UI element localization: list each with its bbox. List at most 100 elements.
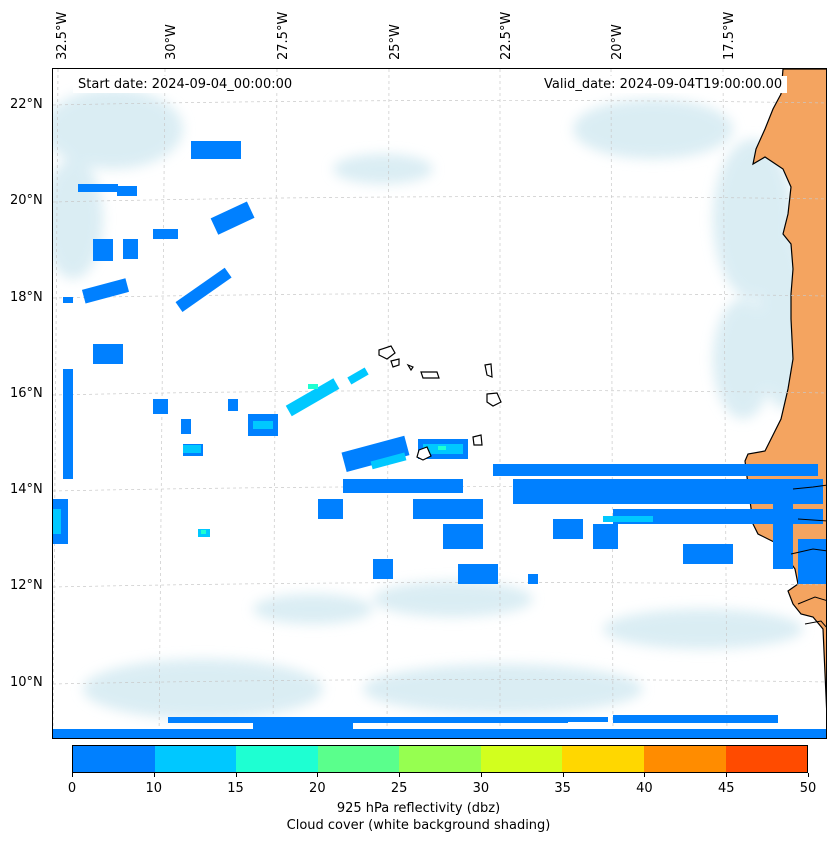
colorbar — [72, 745, 808, 773]
island — [390, 358, 400, 368]
reflectivity-cell — [285, 378, 340, 417]
colorbar-segment — [725, 746, 808, 772]
colorbar-segment — [562, 746, 644, 772]
colorbar-tick-label: 40 — [636, 781, 653, 796]
cloud-patch — [603, 609, 803, 649]
cloud-patch — [333, 154, 433, 184]
colorbar-label: 925 hPa reflectivity (dbz) — [336, 801, 501, 816]
colorbar-tick-label: 25 — [390, 781, 408, 796]
cloud-patch — [253, 594, 373, 624]
reflectivity-cell — [373, 559, 393, 579]
reflectivity-cell — [93, 239, 113, 261]
gridline-lon — [386, 69, 390, 738]
colorbar-tick-label: 50 — [799, 781, 817, 796]
island — [420, 371, 440, 379]
colorbar-segment — [73, 746, 155, 772]
lon-label-32-5w: 32.5°W — [55, 11, 70, 60]
map-canvas — [53, 69, 826, 738]
coastline-detail — [790, 484, 826, 628]
coastline — [804, 620, 826, 628]
start-date-label: Start date: 2024-09-04_00:00:00 — [73, 76, 298, 93]
cape-verde-islands — [378, 345, 502, 461]
reflectivity-cell — [117, 186, 137, 196]
colorbar-tick-mark — [317, 773, 319, 777]
africa-land — [744, 69, 826, 709]
reflectivity-0-10 — [53, 141, 826, 738]
colorbar-tick-mark — [562, 773, 564, 777]
reflectivity-cell — [438, 446, 446, 450]
coastline — [797, 596, 826, 605]
lat-label-20n: 20°N — [10, 193, 43, 208]
lat-label-14n: 14°N — [10, 482, 43, 497]
gridline-lon — [722, 69, 728, 738]
island — [416, 446, 432, 461]
colorbar-tick-label: 30 — [472, 781, 490, 796]
reflectivity-cell — [343, 479, 463, 493]
reflectivity-cell — [210, 201, 255, 235]
reflectivity-cell — [81, 278, 130, 304]
colorbar-segment — [399, 746, 481, 772]
gridline-lon — [53, 69, 59, 738]
reflectivity-cell — [191, 141, 241, 159]
reflectivity-cell — [528, 574, 538, 584]
colorbar-tick-mark — [480, 773, 482, 777]
reflectivity-cell — [253, 421, 273, 429]
lat-label-16n: 16°N — [10, 386, 43, 401]
reflectivity-cell — [458, 564, 498, 584]
cloud-patch — [83, 659, 323, 719]
colorbar-segment — [643, 746, 726, 772]
lon-label-27-5w: 27.5°W — [276, 11, 291, 60]
coastline — [797, 518, 826, 522]
colorbar-tick-mark — [399, 773, 401, 777]
colorbar-segment — [236, 746, 318, 772]
reflectivity-15-20 — [201, 384, 446, 534]
reflectivity-cell — [318, 499, 343, 519]
island — [378, 345, 396, 360]
reflectivity-cell — [493, 464, 818, 476]
colorbar-tick-mark — [808, 773, 809, 777]
reflectivity-cell — [228, 399, 238, 411]
reflectivity-cell — [513, 479, 823, 504]
colorbar-segment — [154, 746, 237, 772]
reflectivity-cell — [341, 435, 410, 472]
lon-label-20w: 20°W — [610, 24, 625, 60]
cloud-patch — [713, 299, 773, 419]
cloud-patch — [373, 581, 533, 617]
reflectivity-cell — [201, 530, 206, 534]
colorbar-segment — [480, 746, 563, 772]
reflectivity-cell — [553, 519, 583, 539]
reflectivity-cell — [443, 524, 483, 549]
coastline — [792, 484, 826, 490]
colorbar-tick-mark — [235, 773, 237, 777]
island — [406, 363, 414, 372]
reflectivity-cell — [181, 419, 191, 434]
lat-label-10n: 10°N — [10, 675, 43, 690]
reflectivity-cell — [153, 229, 178, 239]
reflectivity-cell — [63, 369, 73, 479]
gridline-lat — [53, 390, 826, 396]
lon-label-17-5w: 17.5°W — [722, 11, 737, 60]
reflectivity-cell — [413, 499, 483, 519]
gridline-lon — [272, 69, 278, 738]
reflectivity-cell — [798, 539, 826, 584]
reflectivity-cell — [308, 384, 318, 389]
colorbar-tick-label: 20 — [309, 781, 326, 796]
reflectivity-cell — [683, 544, 733, 564]
map-panel[interactable] — [52, 68, 827, 739]
gridline-lat — [53, 196, 826, 203]
reflectivity-cell — [433, 717, 608, 722]
colorbar-tick-label: 15 — [227, 781, 244, 796]
coastline — [790, 548, 826, 555]
colorbar-tick-mark — [153, 773, 155, 777]
reflectivity-cell — [78, 184, 118, 192]
lat-label-18n: 18°N — [10, 290, 43, 305]
island — [486, 392, 502, 407]
graticule — [53, 69, 826, 738]
reflectivity-cell — [593, 524, 618, 549]
colorbar-tick-label: 45 — [717, 781, 735, 796]
gridline-lat — [53, 100, 826, 106]
island — [484, 363, 493, 378]
reflectivity-cell — [93, 344, 123, 364]
lat-label-12n: 12°N — [10, 578, 43, 593]
reflectivity-cell — [53, 509, 61, 534]
